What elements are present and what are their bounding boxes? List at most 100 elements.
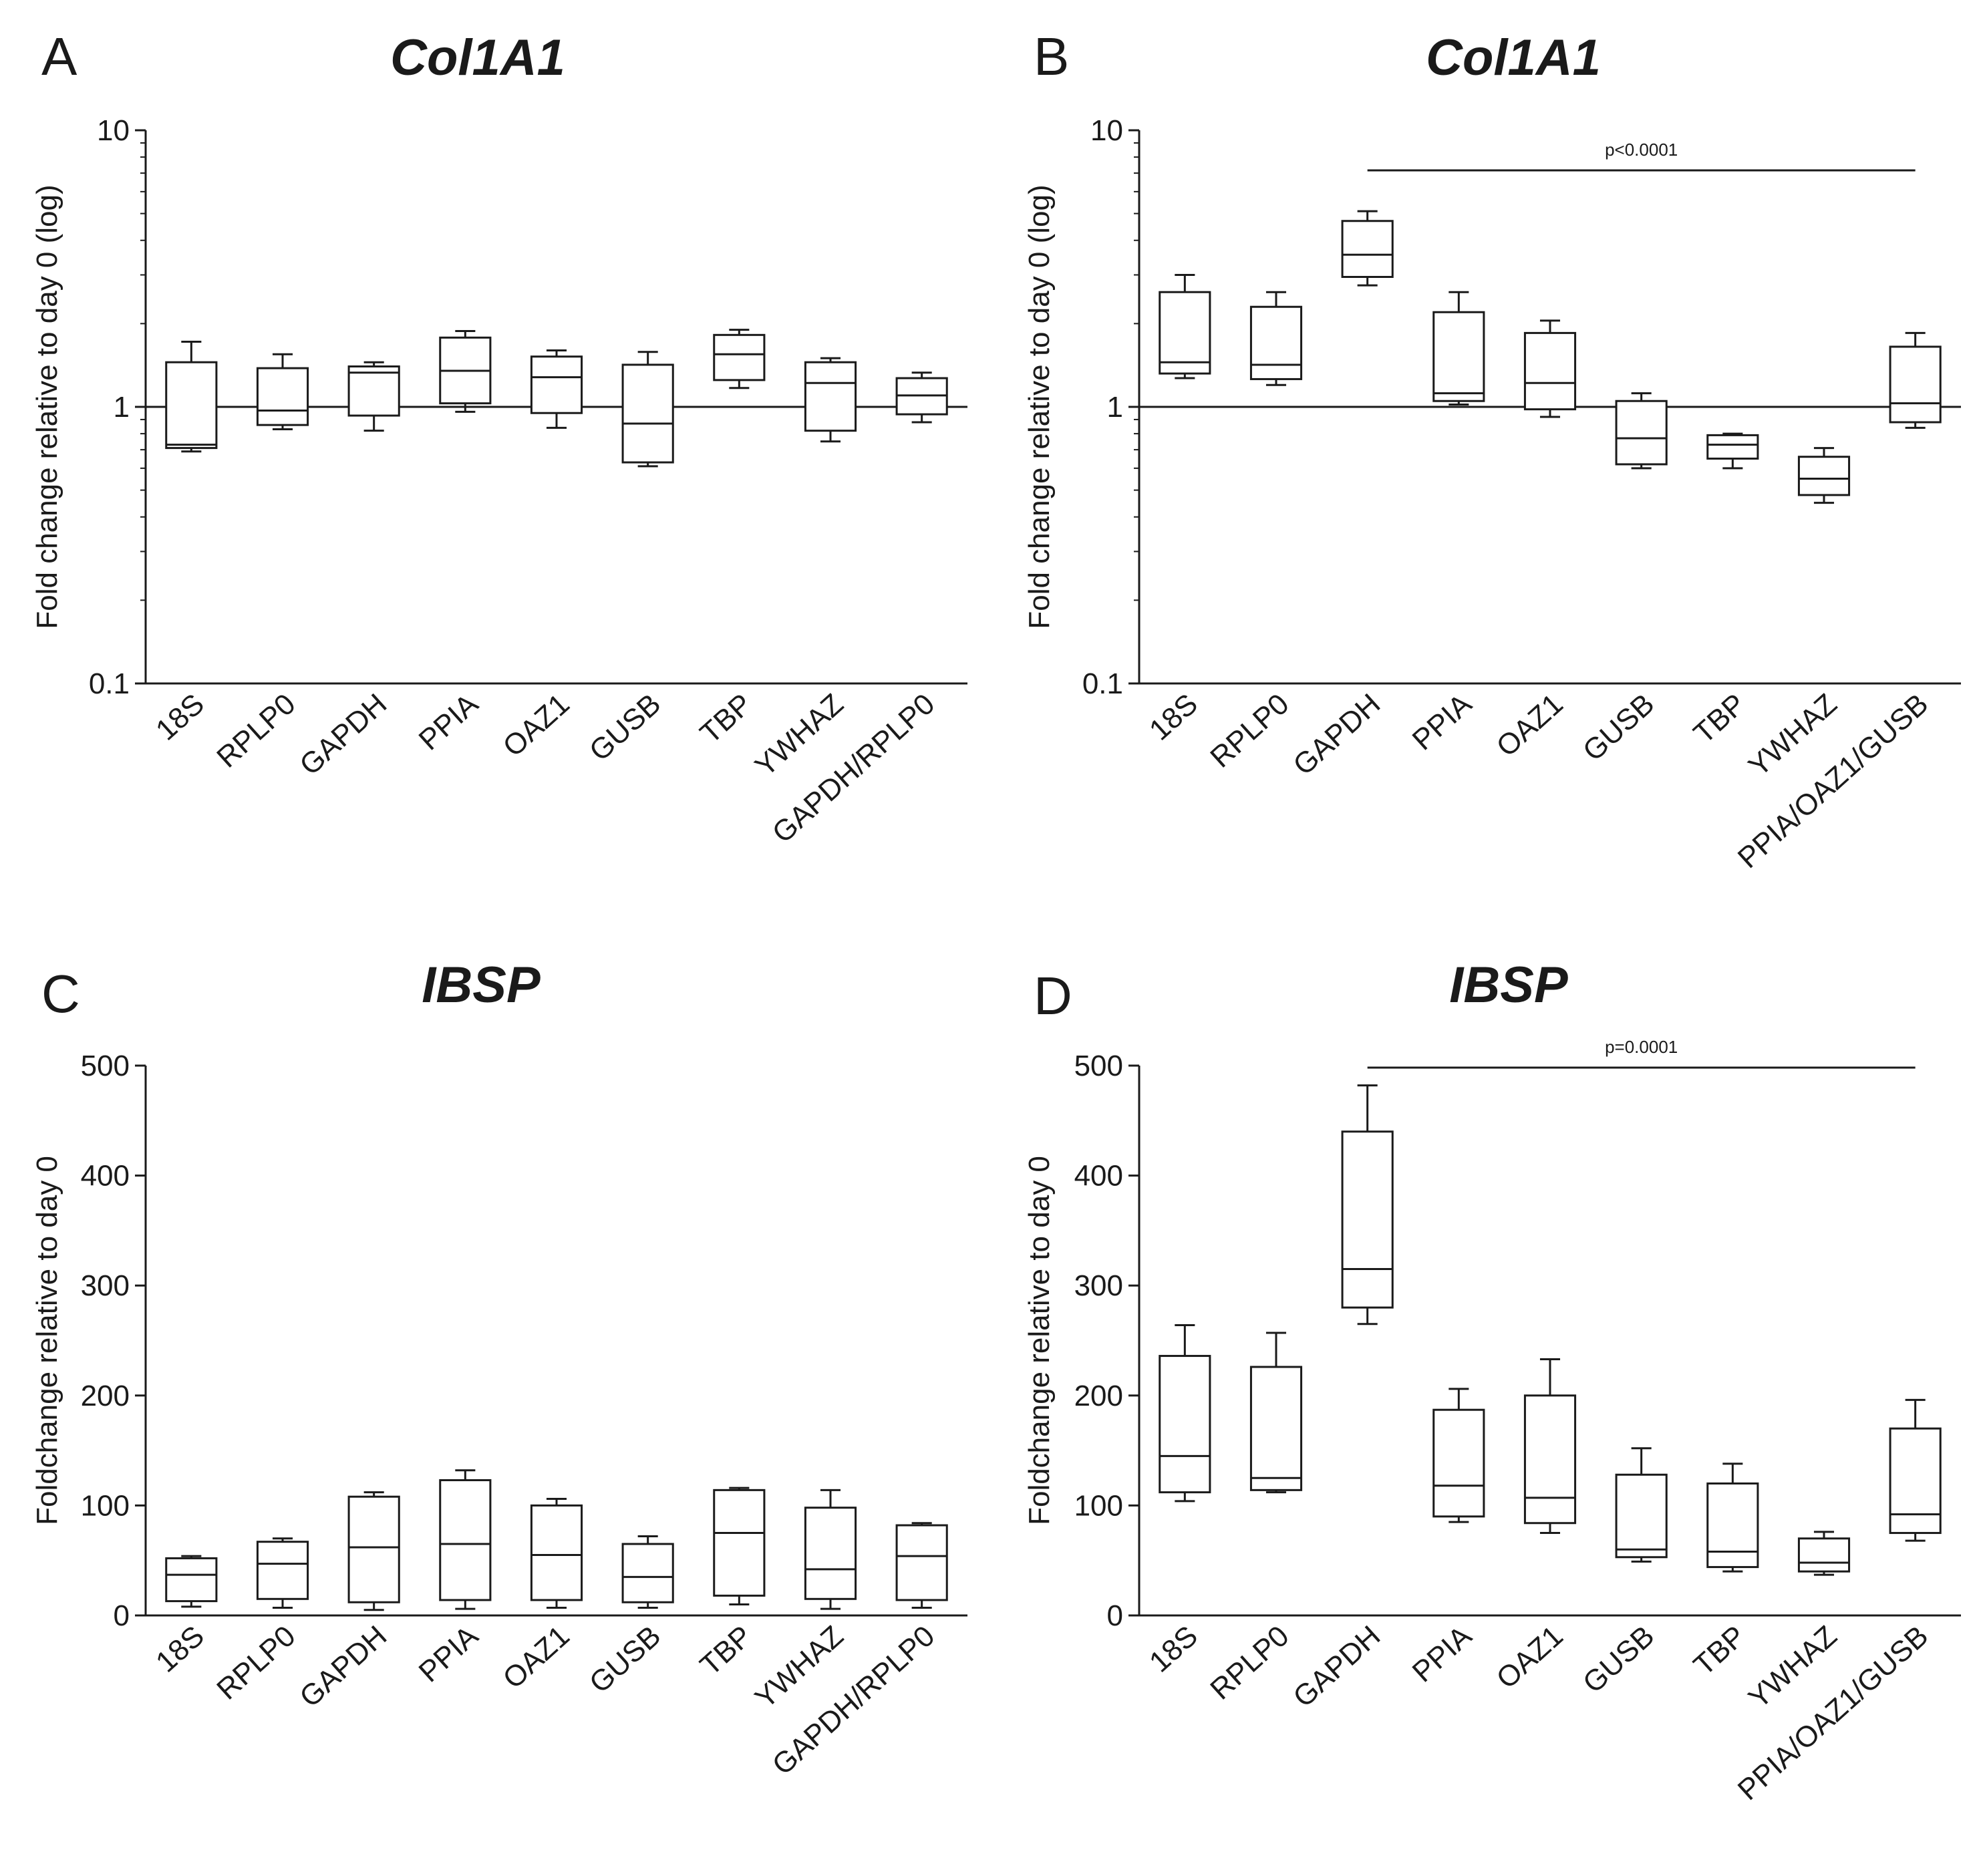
box-rplp0 bbox=[1249, 1332, 1303, 1494]
iqr-box bbox=[713, 333, 766, 381]
iqr-box bbox=[1889, 345, 1942, 424]
box-ppia bbox=[1432, 1388, 1485, 1523]
box-oaz1 bbox=[1523, 319, 1577, 418]
iqr-box bbox=[895, 1524, 948, 1601]
box-tbp bbox=[713, 1487, 766, 1606]
panel-letter: B bbox=[1034, 27, 1069, 86]
panel-title: Col1A1 bbox=[390, 29, 565, 86]
iqr-box bbox=[347, 1495, 400, 1603]
box-18s bbox=[1159, 273, 1211, 379]
panel-b: B Col1A1 0.1 1 10 Fold change relative to day… bbox=[1023, 27, 1961, 875]
x-category-label: 18S bbox=[1143, 687, 1204, 747]
box-ppia bbox=[439, 1469, 492, 1610]
iqr-box bbox=[1249, 305, 1303, 380]
iqr-box bbox=[1341, 1130, 1394, 1309]
iqr-box bbox=[1797, 456, 1851, 496]
iqr-box bbox=[1159, 1355, 1211, 1494]
iqr-box bbox=[1615, 400, 1668, 466]
x-category-label: GUSB bbox=[583, 687, 667, 768]
iqr-box bbox=[1523, 331, 1577, 411]
box-18s bbox=[1159, 1323, 1211, 1503]
significance-label: p<0.0001 bbox=[1605, 140, 1678, 160]
x-category-label: TBP bbox=[694, 1619, 758, 1682]
significance-label: p=0.0001 bbox=[1605, 1037, 1678, 1057]
x-category-label: GAPDH/RPLP0 bbox=[766, 687, 941, 850]
y-tick-label: 0.1 bbox=[89, 667, 130, 700]
iqr-box bbox=[1432, 1408, 1485, 1518]
box-gusb bbox=[1615, 1447, 1668, 1563]
iqr-box bbox=[1797, 1537, 1851, 1573]
x-category-label: TBP bbox=[1688, 1619, 1752, 1682]
box-oaz1 bbox=[530, 1498, 583, 1609]
iqr-box bbox=[713, 1489, 766, 1597]
box-gusb bbox=[621, 1535, 674, 1609]
panel-a: A Col1A1 0.1 1 10 Fold change relative to day… bbox=[31, 27, 967, 850]
box-gapdh bbox=[1341, 1084, 1394, 1325]
y-tick-label: 0 bbox=[114, 1599, 130, 1632]
iqr-box bbox=[1615, 1473, 1668, 1559]
x-category-label: OAZ1 bbox=[497, 687, 576, 763]
iqr-box bbox=[1523, 1394, 1577, 1525]
iqr-box bbox=[621, 1543, 674, 1603]
x-category-label: GUSB bbox=[1577, 1619, 1660, 1700]
iqr-box bbox=[347, 365, 400, 417]
x-category-label: GAPDH bbox=[1287, 1619, 1386, 1714]
x-category-label: 18S bbox=[1143, 1619, 1204, 1679]
y-tick-label: 300 bbox=[1074, 1269, 1123, 1302]
y-tick-label: 100 bbox=[1074, 1489, 1123, 1522]
box-18s bbox=[165, 340, 218, 453]
x-category-label: GAPDH bbox=[293, 1619, 393, 1714]
y-tick-label: 400 bbox=[1074, 1160, 1123, 1193]
x-category-label: TBP bbox=[694, 687, 758, 750]
box-rplp0 bbox=[256, 353, 309, 431]
box-ppia bbox=[1432, 291, 1485, 406]
y-tick-label: 0 bbox=[1107, 1599, 1123, 1632]
y-tick-label: 1 bbox=[114, 391, 130, 424]
y-tick-label: 10 bbox=[97, 114, 130, 147]
box-ywhaz bbox=[804, 1489, 857, 1610]
y-tick-label: 300 bbox=[81, 1269, 130, 1302]
panel-letter: A bbox=[41, 27, 78, 86]
box-18s bbox=[165, 1555, 218, 1608]
x-category-label: RPLP0 bbox=[1204, 687, 1295, 774]
x-category-label: 18S bbox=[150, 687, 210, 747]
x-category-label: OAZ1 bbox=[497, 1619, 576, 1695]
y-axis-label: Foldchange relative to day 0 bbox=[31, 1156, 63, 1525]
x-category-label: GAPDH/RPLP0 bbox=[766, 1619, 941, 1782]
panel-title: IBSP bbox=[1449, 957, 1568, 1013]
box-oaz1 bbox=[530, 349, 583, 429]
box-ywhaz bbox=[1797, 447, 1851, 504]
x-category-label: RPLP0 bbox=[210, 687, 301, 774]
box-tbp bbox=[1706, 432, 1759, 470]
box-gapdh bbox=[1341, 210, 1394, 287]
box-ppia-oaz1-gusb bbox=[1889, 331, 1942, 429]
iqr-box bbox=[804, 1507, 857, 1600]
x-category-label: TBP bbox=[1688, 687, 1752, 750]
x-category-label: OAZ1 bbox=[1491, 1619, 1569, 1695]
box-oaz1 bbox=[1523, 1358, 1577, 1535]
box-gapdh-rplp0 bbox=[895, 1522, 948, 1609]
panel-title: Col1A1 bbox=[1426, 29, 1601, 86]
box-gusb bbox=[1615, 392, 1668, 470]
x-category-label: GUSB bbox=[1577, 687, 1660, 768]
box-gapdh-rplp0 bbox=[895, 371, 948, 424]
iqr-box bbox=[530, 1504, 583, 1601]
y-axis-label: Foldchange relative to day 0 bbox=[1023, 1156, 1056, 1525]
iqr-box bbox=[165, 361, 218, 450]
box-rplp0 bbox=[256, 1537, 309, 1609]
iqr-box bbox=[1432, 311, 1485, 402]
x-category-label: GAPDH bbox=[1287, 687, 1386, 782]
iqr-box bbox=[804, 361, 857, 432]
iqr-box bbox=[1706, 434, 1759, 460]
y-axis-label: Fold change relative to day 0 (log) bbox=[31, 184, 63, 629]
panel-title: IBSP bbox=[422, 957, 541, 1013]
iqr-box bbox=[256, 1541, 309, 1600]
iqr-box bbox=[1159, 291, 1211, 375]
x-category-label: PPIA bbox=[413, 1619, 485, 1689]
y-tick-label: 500 bbox=[81, 1050, 130, 1082]
x-category-label: PPIA bbox=[1406, 687, 1479, 757]
panel-letter: D bbox=[1034, 966, 1072, 1026]
box-tbp bbox=[713, 329, 766, 389]
x-category-label: 18S bbox=[150, 1619, 210, 1679]
